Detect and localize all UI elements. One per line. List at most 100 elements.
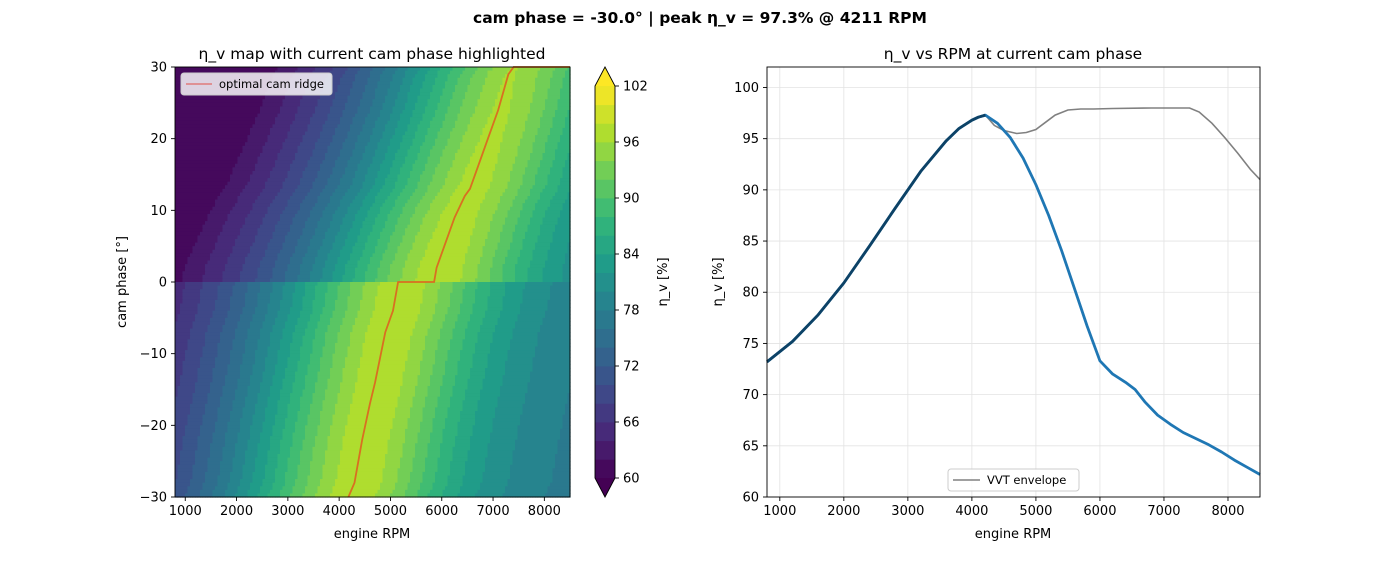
contour-cell xyxy=(387,84,391,90)
contour-cell xyxy=(257,95,261,100)
contour-cell xyxy=(447,92,451,97)
contour-cell xyxy=(532,106,536,111)
contour-cell xyxy=(427,95,431,100)
contour-cell xyxy=(350,106,354,111)
contour-cell xyxy=(390,70,394,75)
contour-cell xyxy=(202,110,206,115)
contour-cell xyxy=(387,77,391,82)
contour-cell xyxy=(435,81,439,86)
contour-cell xyxy=(465,84,469,90)
contour-cell xyxy=(372,70,376,75)
contour-cell xyxy=(552,95,556,100)
contour-cell xyxy=(560,84,564,90)
contour-cell xyxy=(405,81,409,86)
contour-cell xyxy=(235,106,239,111)
contour-cell xyxy=(562,99,566,104)
contour-cell xyxy=(527,74,531,79)
contour-cell xyxy=(317,106,321,111)
contour-cell xyxy=(192,106,196,111)
contour-cell xyxy=(405,88,409,93)
contour-cell xyxy=(375,84,379,90)
contour-cell xyxy=(492,81,496,86)
contour-cell xyxy=(467,70,471,75)
contour-cell xyxy=(567,81,571,86)
contour-cell xyxy=(297,99,301,104)
contour-cell xyxy=(332,67,336,72)
contour-cell xyxy=(367,74,371,79)
contour-cell xyxy=(395,88,399,93)
contour-cell xyxy=(395,106,399,111)
contour-cell xyxy=(477,92,481,97)
contour-cell xyxy=(175,88,179,93)
contour-cell xyxy=(545,77,549,82)
contour-cell xyxy=(272,99,276,104)
contour-cell xyxy=(497,81,501,86)
contour-cell xyxy=(542,88,546,93)
contour-cell xyxy=(490,70,494,75)
contour-cell xyxy=(222,106,226,111)
contour-cell xyxy=(277,106,281,111)
contour-cell xyxy=(292,99,296,104)
contour-cell xyxy=(532,70,536,75)
contour-cell xyxy=(445,88,449,93)
contour-cell xyxy=(337,106,341,111)
contour-cell xyxy=(332,88,336,93)
contour-cell xyxy=(385,81,389,86)
contour-cell xyxy=(382,106,386,111)
contour-cell xyxy=(510,106,514,111)
contour-cell xyxy=(552,81,556,86)
contour-cell xyxy=(455,95,459,100)
contour-cell xyxy=(532,95,536,100)
contour-cell xyxy=(267,99,271,104)
contour-cell xyxy=(332,77,336,82)
contour-cell xyxy=(557,67,561,72)
contour-cell xyxy=(505,88,509,93)
contour-cell xyxy=(552,70,556,75)
contour-cell xyxy=(390,102,394,108)
contour-cell xyxy=(530,88,534,93)
contour-cell xyxy=(340,95,344,100)
contour-cell xyxy=(417,92,421,97)
contour-cell xyxy=(392,88,396,93)
contour-cell xyxy=(342,81,346,86)
contour-cell xyxy=(257,102,261,108)
contour-cell xyxy=(287,106,291,111)
contour-cell xyxy=(177,102,181,108)
contour-cell xyxy=(487,95,491,100)
contour-cell xyxy=(497,84,501,90)
contour-cell xyxy=(527,70,531,75)
contour-cell xyxy=(397,88,401,93)
contour-cell xyxy=(482,95,486,100)
contour-cell xyxy=(492,84,496,90)
contour-cell xyxy=(427,74,431,79)
contour-cell xyxy=(200,110,204,115)
contour-cell xyxy=(407,92,411,97)
contour-cell xyxy=(250,67,254,72)
contour-cell xyxy=(352,106,356,111)
contour-cell xyxy=(290,106,294,111)
contour-cell xyxy=(565,92,569,97)
contour-cell xyxy=(520,95,524,100)
contour-cell xyxy=(177,95,181,100)
contour-cell xyxy=(520,92,524,97)
contour-cell xyxy=(392,84,396,90)
contour-cell xyxy=(507,95,511,100)
contour-cell xyxy=(522,92,526,97)
contour-cell xyxy=(177,81,181,86)
contour-cell xyxy=(245,99,249,104)
contour-cell xyxy=(515,77,519,82)
contour-cell xyxy=(440,106,444,111)
contour-cell xyxy=(195,106,199,111)
contour-cell xyxy=(547,84,551,90)
contour-cell xyxy=(292,67,296,72)
contour-cell xyxy=(390,84,394,90)
contour-cell xyxy=(302,102,306,108)
contour-cell xyxy=(462,95,466,100)
contour-cell xyxy=(430,74,434,79)
contour-cell xyxy=(377,88,381,93)
contour-cell xyxy=(457,74,461,79)
contour-cell xyxy=(185,110,189,115)
contour-cell xyxy=(407,81,411,86)
contour-cell xyxy=(552,88,556,93)
contour-cell xyxy=(450,84,454,90)
